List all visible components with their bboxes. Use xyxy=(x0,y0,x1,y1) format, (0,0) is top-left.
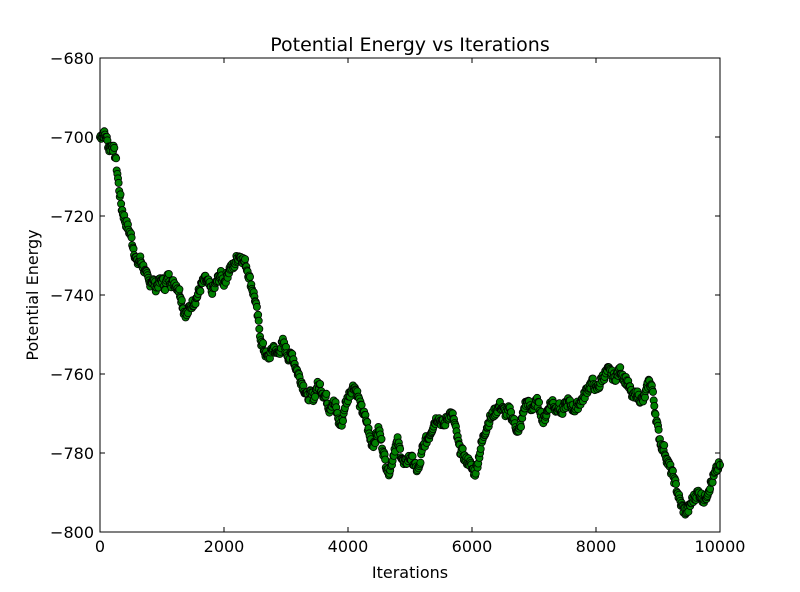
x-tick-label: 0 xyxy=(95,537,105,556)
data-point xyxy=(651,410,660,419)
data-point xyxy=(660,441,669,450)
y-tick-label: −800 xyxy=(50,523,94,542)
data-point xyxy=(654,425,663,434)
data-point xyxy=(357,400,366,409)
data-point xyxy=(616,363,625,372)
data-point xyxy=(338,416,347,425)
data-point xyxy=(535,398,544,407)
data-point xyxy=(316,379,325,388)
data-point xyxy=(259,339,268,348)
data-point xyxy=(708,478,717,487)
data-point xyxy=(458,444,467,453)
data-point xyxy=(416,458,425,467)
data-point xyxy=(517,422,526,431)
data-point xyxy=(396,444,405,453)
x-axis-ticks: 0 2000 4000 6000 8000 10000 xyxy=(95,58,746,556)
y-axis-label: Potential Energy xyxy=(23,229,42,360)
x-tick-label: 4000 xyxy=(328,537,369,556)
x-tick-label: 2000 xyxy=(204,537,245,556)
x-tick-label: 10000 xyxy=(695,537,746,556)
data-point xyxy=(672,479,681,488)
data-point xyxy=(311,392,320,401)
data-point xyxy=(252,302,261,311)
x-axis-label: Iterations xyxy=(372,563,448,582)
data-point xyxy=(650,401,659,410)
data-point xyxy=(649,387,658,396)
data-point xyxy=(241,255,250,264)
data-point xyxy=(175,285,184,294)
data-point xyxy=(476,444,485,453)
y-tick-label: −740 xyxy=(50,286,94,305)
data-points xyxy=(96,127,725,519)
data-point xyxy=(322,389,331,398)
y-axis-ticks: −800 −780 −760 −740 −720 −700 −680 xyxy=(50,49,720,542)
data-point xyxy=(408,452,417,461)
x-tick-label: 8000 xyxy=(576,537,617,556)
data-point xyxy=(377,434,386,443)
data-point xyxy=(196,287,205,296)
data-point xyxy=(116,190,125,199)
y-tick-label: −680 xyxy=(50,49,94,68)
data-point xyxy=(127,233,136,242)
data-point xyxy=(254,316,263,325)
chart-title: Potential Energy vs Iterations xyxy=(270,34,550,56)
data-point xyxy=(245,272,254,281)
y-tick-label: −720 xyxy=(50,207,94,226)
y-tick-label: −760 xyxy=(50,365,94,384)
x-tick-label: 6000 xyxy=(452,537,493,556)
data-point xyxy=(381,455,390,464)
y-tick-label: −780 xyxy=(50,444,94,463)
data-point xyxy=(114,178,123,187)
data-point xyxy=(112,154,121,163)
y-tick-label: −700 xyxy=(50,128,94,147)
data-point xyxy=(110,143,119,152)
data-point xyxy=(177,296,186,305)
data-point xyxy=(255,324,264,333)
